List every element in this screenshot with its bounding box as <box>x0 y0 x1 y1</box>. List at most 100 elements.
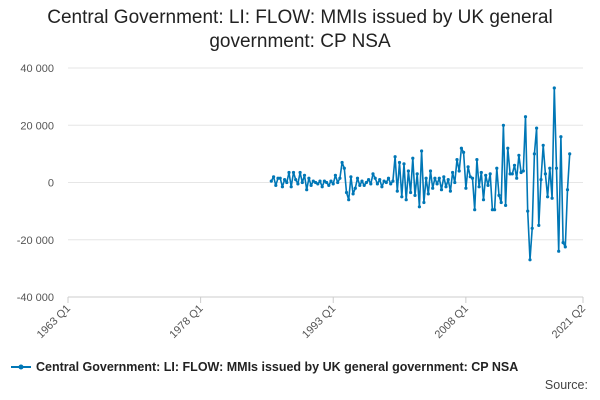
data-point <box>508 172 512 176</box>
legend-series-label: Central Government: LI: FLOW: MMIs issue… <box>36 360 519 374</box>
data-point <box>307 176 311 180</box>
data-point <box>415 172 419 176</box>
data-point <box>302 173 307 177</box>
data-point <box>336 180 340 185</box>
data-point <box>439 188 444 192</box>
data-point <box>400 195 404 199</box>
data-point <box>320 185 324 189</box>
x-tick-label: 1963 Q1 <box>35 303 73 341</box>
data-point <box>395 189 399 193</box>
data-point <box>278 176 282 180</box>
data-point <box>486 183 490 187</box>
data-point <box>285 180 289 185</box>
data-point <box>280 185 284 189</box>
data-point <box>402 162 406 166</box>
data-point <box>424 176 428 180</box>
data-point <box>367 178 371 182</box>
data-point <box>331 182 335 186</box>
data-point <box>453 180 457 185</box>
data-point <box>543 172 548 176</box>
data-point <box>309 183 313 187</box>
data-point <box>364 180 368 185</box>
data-point <box>426 192 430 196</box>
data-point <box>373 176 377 180</box>
data-point <box>521 169 525 173</box>
data-point <box>300 180 304 185</box>
data-point <box>360 179 364 183</box>
data-point <box>389 182 393 186</box>
y-tick-label: 40 000 <box>20 63 54 75</box>
data-point <box>530 226 534 230</box>
data-point <box>459 146 463 150</box>
data-point <box>493 208 497 212</box>
series-line <box>270 87 571 261</box>
data-point <box>488 172 492 176</box>
data-point <box>375 182 379 186</box>
data-point <box>499 200 503 205</box>
data-point <box>274 183 278 187</box>
y-tick-label: 20 000 <box>20 120 54 132</box>
data-point <box>501 123 505 127</box>
data-point <box>512 163 517 167</box>
legend[interactable]: Central Government: LI: FLOW: MMIs issue… <box>10 360 518 374</box>
data-point <box>437 176 441 180</box>
legend-series-swatch <box>11 364 31 370</box>
data-point <box>497 193 501 197</box>
data-point <box>510 172 514 176</box>
data-point <box>378 178 382 182</box>
data-point <box>397 160 402 165</box>
data-point <box>448 189 452 193</box>
x-tick-label: 1993 Q1 <box>300 303 338 341</box>
data-point <box>490 208 494 212</box>
data-point <box>532 152 537 156</box>
x-tick-label: 2008 Q1 <box>433 303 471 341</box>
source-label: Source: <box>544 378 588 392</box>
data-point <box>391 179 395 183</box>
data-point <box>548 166 552 170</box>
data-point <box>362 183 366 187</box>
x-tick-label: 2021 Q2 <box>550 303 588 341</box>
data-point <box>283 178 287 182</box>
data-point <box>484 173 488 177</box>
y-tick-label: 0 <box>48 178 54 190</box>
data-point <box>433 176 437 180</box>
data-point <box>446 178 450 182</box>
data-point <box>559 135 563 139</box>
series-layer <box>269 86 572 262</box>
data-point <box>294 178 298 182</box>
data-point <box>541 143 545 147</box>
data-point <box>442 175 446 179</box>
data-point <box>561 241 565 245</box>
data-point <box>537 223 541 227</box>
chart-title-line-2: government: CP NSA <box>209 31 391 52</box>
data-point <box>369 182 373 186</box>
data-point <box>409 190 413 195</box>
data-point <box>470 176 475 180</box>
data-point <box>325 180 329 185</box>
data-point <box>411 156 415 160</box>
data-point <box>358 183 362 187</box>
data-point <box>340 160 344 165</box>
data-point <box>272 175 276 179</box>
x-tick-label: 1978 Q1 <box>167 303 205 341</box>
data-point <box>504 203 508 207</box>
data-point <box>554 166 559 170</box>
data-point <box>526 209 530 213</box>
data-point <box>291 170 296 175</box>
data-point <box>276 176 280 180</box>
data-point <box>404 198 408 202</box>
data-point <box>539 178 543 182</box>
data-point <box>318 179 322 183</box>
chart-title-line-1: Central Government: LI: FLOW: MMIs issue… <box>47 7 553 28</box>
data-point <box>353 186 357 190</box>
chart-title: Central Government: LI: FLOW: MMIs issue… <box>0 6 600 54</box>
data-point <box>462 150 466 154</box>
data-point <box>371 172 375 176</box>
data-point <box>528 258 532 262</box>
y-tick-label: -20 000 <box>17 235 54 247</box>
data-point <box>349 175 353 179</box>
data-point <box>413 193 417 197</box>
data-point <box>455 158 459 162</box>
data-point <box>550 196 554 200</box>
